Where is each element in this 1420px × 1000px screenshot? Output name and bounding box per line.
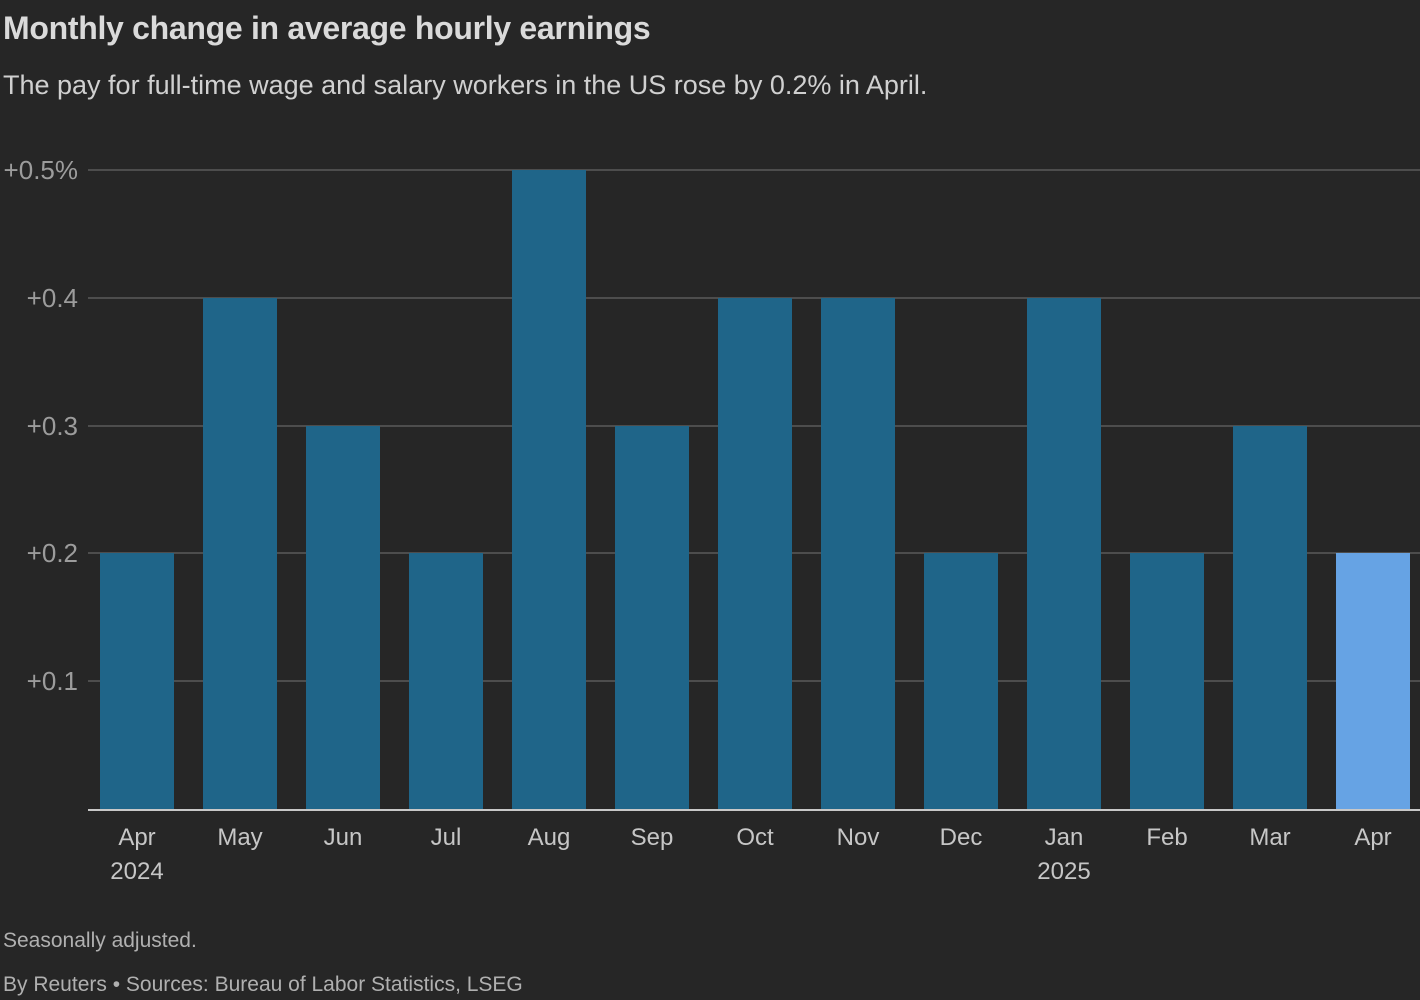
- bar-apr-12: [1336, 553, 1410, 809]
- x-axis-tick-label: Jan: [1044, 824, 1084, 851]
- x-axis-tick-label: Mar: [1249, 824, 1291, 851]
- bar-mar-11: [1233, 425, 1307, 809]
- bar-nov-7: [821, 297, 895, 809]
- x-axis-tick-label: Oct: [736, 824, 774, 851]
- x-axis-baseline: [88, 809, 1420, 811]
- x-axis-tick-label: Dec: [939, 824, 983, 851]
- x-axis-tick-label: Feb: [1146, 824, 1188, 851]
- chart-byline: By Reuters • Sources: Bureau of Labor St…: [3, 973, 523, 996]
- bar-jun-2: [306, 425, 380, 809]
- x-axis-tick-label: Nov: [836, 824, 880, 851]
- y-axis-tick-label: +0.5%: [3, 155, 78, 185]
- page-title: Monthly change in average hourly earning…: [3, 10, 651, 46]
- x-axis-year-label: 2024: [110, 858, 164, 885]
- x-axis-tick-label: Sep: [630, 824, 674, 851]
- page-subtitle: The pay for full-time wage and salary wo…: [3, 70, 928, 100]
- bar-oct-6: [718, 297, 792, 809]
- y-axis-tick-label: +0.2: [26, 538, 78, 569]
- x-axis-tick-label: Aug: [527, 824, 571, 851]
- bar-may-1: [203, 297, 277, 809]
- x-axis-tick-label: Apr: [118, 824, 156, 851]
- chart-footnote: Seasonally adjusted.: [3, 929, 197, 952]
- y-axis-tick-label: +0.3: [26, 410, 78, 441]
- bar-jan-9: [1027, 297, 1101, 809]
- bar-jul-3: [409, 553, 483, 809]
- x-axis-tick-label: Jul: [430, 824, 462, 851]
- x-axis-year-label: 2025: [1037, 858, 1091, 885]
- y-axis-tick-label: +0.4: [26, 282, 78, 313]
- bar-sep-5: [615, 425, 689, 809]
- x-axis-tick-label: Apr: [1354, 824, 1392, 851]
- x-axis-tick-label: May: [217, 824, 263, 851]
- x-axis-tick-label: Jun: [323, 824, 363, 851]
- gridline-0.5: [88, 169, 1420, 171]
- bar-aug-4: [512, 170, 586, 809]
- bar-apr-0: [100, 553, 174, 809]
- bar-dec-8: [924, 553, 998, 809]
- y-axis-tick-label: +0.1: [26, 666, 78, 697]
- bar-feb-10: [1130, 553, 1204, 809]
